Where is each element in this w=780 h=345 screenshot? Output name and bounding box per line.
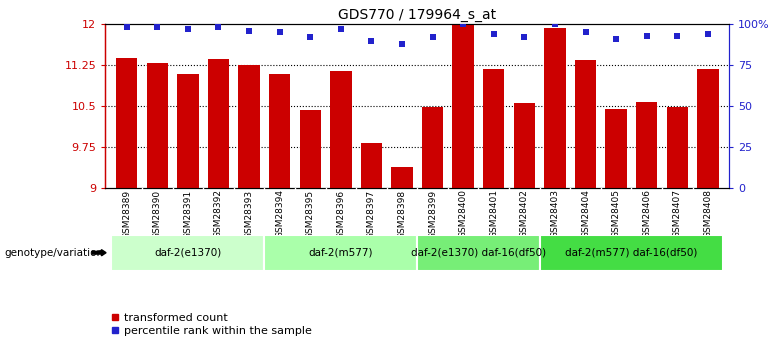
Point: [427, 34, 439, 40]
Text: daf-2(e1370): daf-2(e1370): [154, 248, 222, 258]
Bar: [697, 69, 718, 188]
Bar: [452, 25, 474, 188]
Bar: [330, 71, 352, 188]
Text: GSM28395: GSM28395: [306, 189, 315, 238]
Text: GSM28392: GSM28392: [214, 189, 223, 238]
Bar: [207, 59, 229, 188]
Bar: [147, 63, 168, 188]
Point: [151, 24, 164, 30]
Bar: [667, 107, 688, 188]
Point: [518, 34, 530, 40]
Text: GSM28390: GSM28390: [153, 189, 161, 238]
Bar: [239, 65, 260, 188]
Text: GSM28407: GSM28407: [673, 189, 682, 238]
Point: [488, 31, 500, 37]
Point: [182, 26, 194, 32]
Point: [274, 30, 286, 35]
Text: GSM28398: GSM28398: [398, 189, 406, 238]
Legend: transformed count, percentile rank within the sample: transformed count, percentile rank withi…: [111, 313, 312, 336]
Bar: [360, 143, 382, 188]
Bar: [514, 104, 535, 188]
Point: [610, 36, 622, 42]
Bar: [417, 235, 540, 271]
Title: GDS770 / 179964_s_at: GDS770 / 179964_s_at: [339, 8, 496, 22]
Text: GSM28405: GSM28405: [612, 189, 621, 238]
Point: [243, 28, 255, 33]
Point: [365, 38, 378, 43]
Point: [702, 31, 714, 37]
Bar: [544, 28, 566, 188]
Bar: [575, 60, 596, 188]
Text: GSM28403: GSM28403: [551, 189, 559, 238]
Text: GSM28400: GSM28400: [459, 189, 468, 238]
Text: daf-2(m577): daf-2(m577): [309, 248, 373, 258]
Text: GSM28408: GSM28408: [704, 189, 712, 238]
Text: GSM28389: GSM28389: [122, 189, 131, 238]
Text: GSM28396: GSM28396: [336, 189, 346, 238]
Point: [212, 24, 225, 30]
Point: [304, 34, 317, 40]
Bar: [177, 75, 199, 188]
Text: genotype/variation: genotype/variation: [4, 248, 103, 258]
Text: GSM28394: GSM28394: [275, 189, 284, 238]
Text: GSM28406: GSM28406: [642, 189, 651, 238]
Bar: [112, 235, 264, 271]
Text: daf-2(e1370) daf-16(df50): daf-2(e1370) daf-16(df50): [411, 248, 546, 258]
Point: [640, 33, 653, 38]
Bar: [116, 58, 137, 188]
Point: [580, 30, 592, 35]
Text: GSM28402: GSM28402: [519, 189, 529, 238]
Text: GSM28401: GSM28401: [489, 189, 498, 238]
Bar: [264, 235, 417, 271]
Point: [548, 21, 561, 27]
Point: [395, 41, 408, 47]
Text: GSM28393: GSM28393: [245, 189, 254, 238]
Bar: [540, 235, 723, 271]
Bar: [269, 75, 290, 188]
Bar: [605, 109, 627, 188]
Bar: [636, 102, 658, 188]
Bar: [483, 69, 505, 188]
Bar: [392, 167, 413, 188]
Text: GSM28404: GSM28404: [581, 189, 590, 238]
Point: [120, 24, 133, 30]
Text: GSM28397: GSM28397: [367, 189, 376, 238]
Point: [457, 21, 470, 27]
Point: [671, 33, 683, 38]
Text: GSM28391: GSM28391: [183, 189, 193, 238]
Point: [335, 26, 347, 32]
Bar: [422, 107, 443, 188]
Bar: [300, 110, 321, 188]
Text: daf-2(m577) daf-16(df50): daf-2(m577) daf-16(df50): [566, 248, 697, 258]
Text: GSM28399: GSM28399: [428, 189, 437, 238]
